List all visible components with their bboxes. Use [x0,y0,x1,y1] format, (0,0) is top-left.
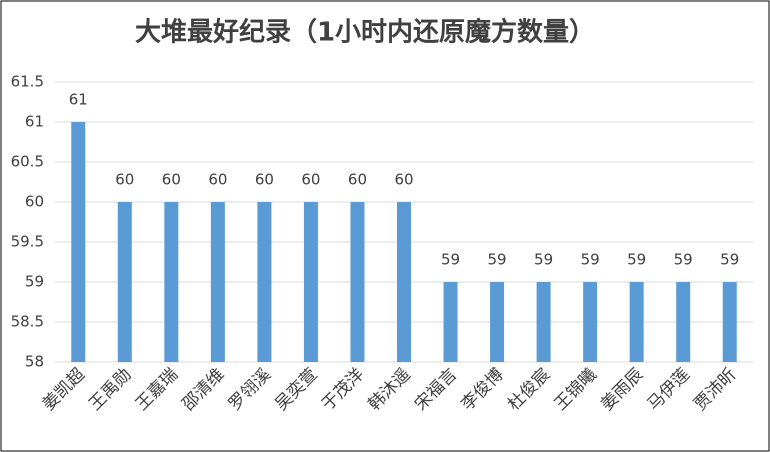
bar [257,202,272,362]
data-label: 60 [255,171,274,189]
data-label: 59 [488,251,507,269]
bar [490,282,505,362]
y-tick-label: 60.5 [11,153,44,171]
bar [397,202,411,362]
data-label: 61 [69,91,88,109]
bar [676,282,691,362]
data-label: 59 [674,251,693,269]
bar [210,202,225,362]
bar [164,202,179,362]
data-label: 59 [720,251,739,269]
y-tick-label: 59 [25,273,44,291]
bar [303,202,318,362]
y-tick-label: 59.5 [11,233,44,251]
data-label: 60 [348,171,367,189]
chart-title: 大堆最好纪录（1小时内还原魔方数量） [135,17,595,48]
bar [71,122,86,362]
y-tick-label: 58.5 [11,313,44,331]
bar [722,282,737,362]
data-label: 60 [394,171,413,189]
data-label: 59 [534,251,553,269]
bar [350,202,365,362]
bar [536,282,551,362]
data-label: 59 [627,251,646,269]
bar [629,282,644,362]
data-label: 60 [162,171,181,189]
data-label: 60 [115,171,134,189]
data-label: 59 [581,251,600,269]
data-label: 60 [301,171,320,189]
y-tick-label: 61.5 [11,73,44,91]
data-label: 59 [441,251,460,269]
bar [583,282,598,362]
data-label: 60 [208,171,227,189]
bar [443,282,458,362]
y-tick-label: 58 [25,353,44,371]
y-tick-label: 60 [25,193,44,211]
y-tick-label: 61 [25,113,44,131]
bar [117,202,132,362]
